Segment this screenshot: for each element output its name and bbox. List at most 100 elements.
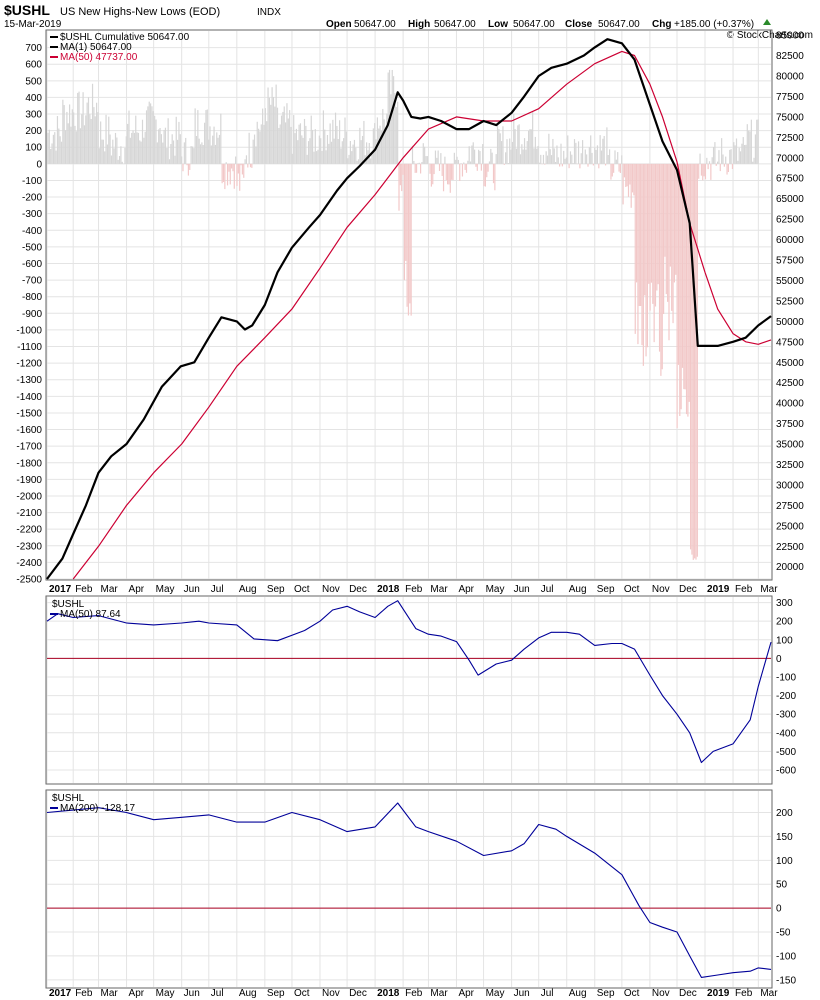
right-axis-tick: 200 xyxy=(776,808,793,819)
main-panel-frame xyxy=(45,29,773,581)
x-tick-label: Aug xyxy=(569,584,587,595)
left-axis-tick: -1900 xyxy=(16,475,42,486)
x-tick-label: Sep xyxy=(267,584,285,595)
left-axis-tick: -2200 xyxy=(16,525,42,536)
x-tick-label: 2017 xyxy=(49,584,72,595)
right-axis-tick: 0 xyxy=(776,654,782,665)
x-tick-label: May xyxy=(486,584,505,595)
x-tick-label: Dec xyxy=(679,584,697,595)
x-tick-label: 2017 xyxy=(49,988,72,999)
chg-value: +185.00 (+0.37%) xyxy=(674,19,754,30)
left-axis-tick: 500 xyxy=(25,76,42,87)
x-tick-label: Mar xyxy=(430,584,448,595)
left-axis-tick: 600 xyxy=(25,60,42,71)
x-tick-label: Feb xyxy=(405,988,423,999)
right-axis-tick: -100 xyxy=(776,672,796,683)
x-tick-label: 2019 xyxy=(707,988,730,999)
legend-middle-symbol: $USHL xyxy=(52,599,85,610)
right-axis-tick: 65000 xyxy=(776,194,804,205)
x-tick-label: Dec xyxy=(349,988,367,999)
x-tick-label: Mar xyxy=(760,584,778,595)
right-axis-tick: 150 xyxy=(776,832,793,843)
right-axis-tick: -400 xyxy=(776,728,796,739)
axis-labels: 2017 Feb Mar Apr May Jun Jul Aug Sep Oct Nov Dec 201… xyxy=(16,31,804,999)
bottom-legend: $USHL MA(200) -128.17 xyxy=(50,793,135,814)
series-lines xyxy=(46,38,772,978)
right-axis-tick: 20000 xyxy=(776,562,804,573)
right-axis-tick: 55000 xyxy=(776,276,804,287)
left-axis-tick: -500 xyxy=(22,242,42,253)
x-tick-label: Oct xyxy=(294,988,310,999)
middle-panel-frame xyxy=(45,595,773,785)
x-tick-label: 2018 xyxy=(377,584,400,595)
right-axis-tick: 45000 xyxy=(776,358,804,369)
right-axis-tick: 47500 xyxy=(776,337,804,348)
legend-cumulative: $USHL Cumulative 50647.00 xyxy=(60,32,190,43)
x-tick-label: Oct xyxy=(624,988,640,999)
x-tick-label: May xyxy=(156,988,175,999)
x-tick-label: Jul xyxy=(211,584,224,595)
left-axis-tick: -900 xyxy=(22,309,42,320)
x-tick-label: Apr xyxy=(458,584,474,595)
right-axis-tick: -300 xyxy=(776,710,796,721)
middle-legend: $USHL MA(50) 87.64 xyxy=(50,599,121,620)
right-axis-tick: 85000 xyxy=(776,31,804,42)
right-axis-tick: 82500 xyxy=(776,51,804,62)
right-axis-tick: 27500 xyxy=(776,501,804,512)
right-axis-tick: 77500 xyxy=(776,92,804,103)
legend-bottom-symbol: $USHL xyxy=(52,793,85,804)
instrument-name: US New Highs-New Lows (EOD) xyxy=(60,6,220,18)
right-axis-tick: 37500 xyxy=(776,419,804,430)
right-axis-tick: -150 xyxy=(776,975,796,986)
right-axis-tick: 40000 xyxy=(776,399,804,410)
x-tick-label: Nov xyxy=(652,584,670,595)
right-axis-tick: -600 xyxy=(776,765,796,776)
left-axis-tick: -2500 xyxy=(16,575,42,586)
left-axis-tick: -1500 xyxy=(16,408,42,419)
x-tick-label: Aug xyxy=(239,584,257,595)
x-tick-label: Mar xyxy=(101,584,119,595)
x-tick-label: Sep xyxy=(267,988,285,999)
watermark: © StockCharts.com xyxy=(727,30,813,41)
x-tick-label: May xyxy=(486,988,505,999)
x-tick-label: Sep xyxy=(597,584,615,595)
x-tick-label: Nov xyxy=(322,584,340,595)
x-tick-label: Jun xyxy=(514,584,530,595)
x-tick-label: 2018 xyxy=(377,988,400,999)
left-axis-tick: -2000 xyxy=(16,491,42,502)
x-tick-label: Aug xyxy=(569,988,587,999)
x-tick-label: Aug xyxy=(239,988,257,999)
x-tick-label: Jul xyxy=(211,988,224,999)
cumulative-line xyxy=(46,38,772,580)
x-tick-label: Oct xyxy=(294,584,310,595)
low-value: 50647.00 xyxy=(513,19,555,30)
left-axis-tick: -1800 xyxy=(16,458,42,469)
left-axis-tick: 200 xyxy=(25,126,42,137)
close-value: 50647.00 xyxy=(598,19,640,30)
left-axis-tick: 400 xyxy=(25,93,42,104)
right-axis-tick: 52500 xyxy=(776,296,804,307)
x-tick-label: Nov xyxy=(322,988,340,999)
right-axis-tick: -100 xyxy=(776,951,796,962)
up-arrow-icon xyxy=(763,19,771,25)
legend-ma1: MA(1) 50647.00 xyxy=(60,42,132,53)
x-tick-label: Nov xyxy=(652,988,670,999)
high-label: High xyxy=(408,19,430,30)
right-axis-tick: 300 xyxy=(776,598,793,609)
right-axis-tick: 62500 xyxy=(776,215,804,226)
left-axis-tick: -1300 xyxy=(16,375,42,386)
right-axis-tick: 35000 xyxy=(776,440,804,451)
left-axis-tick: 300 xyxy=(25,110,42,121)
x-tick-label: Apr xyxy=(129,584,145,595)
right-axis-tick: 70000 xyxy=(776,153,804,164)
right-axis-tick: 50 xyxy=(776,880,788,891)
x-tick-label: 2019 xyxy=(707,584,730,595)
high-value: 50647.00 xyxy=(434,19,476,30)
right-axis-tick: 75000 xyxy=(776,112,804,123)
open-value: 50647.00 xyxy=(354,19,396,30)
right-axis-tick: 50000 xyxy=(776,317,804,328)
open-label: Open xyxy=(326,19,352,30)
right-axis-tick: -50 xyxy=(776,928,791,939)
left-axis-tick: -2300 xyxy=(16,541,42,552)
x-tick-label: Jun xyxy=(184,584,200,595)
